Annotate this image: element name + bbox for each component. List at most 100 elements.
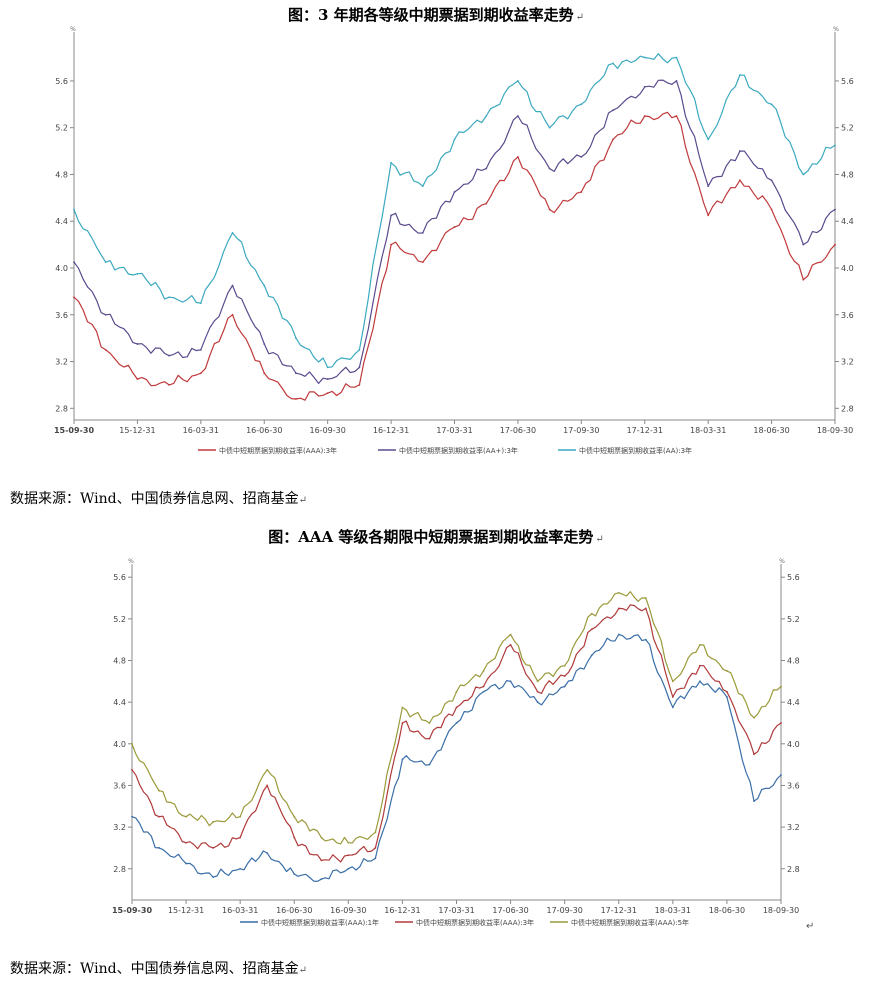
x-tick-label: 15-12-31 xyxy=(119,426,155,435)
data-point xyxy=(168,296,171,299)
data-point xyxy=(707,138,710,141)
data-point xyxy=(158,847,160,849)
data-point xyxy=(347,854,350,857)
data-point xyxy=(580,103,583,106)
data-point xyxy=(753,753,755,756)
data-point xyxy=(834,243,836,246)
data-point xyxy=(617,607,620,610)
data-point xyxy=(239,867,242,870)
series-line xyxy=(73,79,836,384)
y-tick-label-left: 4.0 xyxy=(55,264,68,273)
x-tick-label: 17-03-31 xyxy=(436,426,472,435)
x-tick-label: 18-03-31 xyxy=(690,426,726,435)
data-point xyxy=(753,800,755,802)
y-tick-label-left: 4.0 xyxy=(113,740,126,749)
data-point xyxy=(185,862,187,865)
y-tick-label-left: 5.2 xyxy=(55,124,68,133)
data-point xyxy=(780,722,782,724)
data-point xyxy=(266,768,269,771)
data-point xyxy=(421,185,424,188)
paragraph-mark: ↵ xyxy=(806,921,815,932)
data-point xyxy=(347,867,350,870)
x-tick-label: 18-09-30 xyxy=(817,426,853,435)
series-line xyxy=(131,604,782,863)
data-point xyxy=(104,348,107,351)
legend-entry: 中债中短期票据到期收益率(AA+):3年 xyxy=(399,446,518,455)
y-tick-label-right: 5.2 xyxy=(841,124,854,133)
x-tick-label: 18-09-30 xyxy=(763,906,799,915)
y-tick-label-right: 2.8 xyxy=(787,865,800,874)
y-tick-label-left: 4.4 xyxy=(113,698,126,707)
data-point xyxy=(347,841,350,844)
data-point xyxy=(548,167,551,170)
y-tick-label-left: 5.6 xyxy=(55,77,68,86)
data-point xyxy=(158,815,160,818)
data-point xyxy=(509,680,512,683)
data-point xyxy=(131,742,133,745)
x-tick-label: 16-03-31 xyxy=(222,906,258,915)
y-tick-label-right: 3.2 xyxy=(841,358,854,367)
y-unit-label-left: % xyxy=(128,558,134,565)
data-point xyxy=(563,675,566,678)
data-point xyxy=(548,126,551,129)
data-point xyxy=(707,185,710,188)
data-point xyxy=(802,278,805,281)
data-point xyxy=(320,878,323,881)
y-tick-label-left: 3.2 xyxy=(113,823,126,832)
x-tick-label: 15-09-30 xyxy=(54,426,94,435)
data-point xyxy=(707,214,710,217)
data-point xyxy=(231,313,234,316)
data-point xyxy=(780,774,782,776)
chart-yield-3y-by-rating: % % 2.8 2.8 3.2 3.2 3.6 3.6 4.0 4.0 4.4 4.4 4.8 4.8 5.… xyxy=(54,26,854,455)
y-unit-label-right: % xyxy=(833,26,839,33)
data-point xyxy=(453,138,456,141)
data-point xyxy=(563,685,566,688)
x-tick-label: 15-09-30 xyxy=(112,906,152,915)
data-point xyxy=(726,696,728,698)
data-point xyxy=(671,680,674,683)
x-tick-label: 16-09-30 xyxy=(310,426,346,435)
data-source-note: 数据来源：Wind、中国债券信息网、招商基金↵ xyxy=(10,961,307,977)
data-point xyxy=(104,313,107,316)
data-point xyxy=(212,847,215,849)
data-point xyxy=(675,80,678,82)
legend-entry: 中债中短期票据到期收益率(AA):3年 xyxy=(579,446,692,455)
data-point xyxy=(612,138,614,141)
data-point xyxy=(698,643,701,646)
data-point xyxy=(136,343,139,345)
data-point xyxy=(482,670,485,672)
legend-entry: 中债中短期票据到期收益率(AAA):1年 xyxy=(261,918,379,927)
data-point xyxy=(612,109,614,112)
data-point xyxy=(199,302,202,304)
data-point xyxy=(485,167,488,170)
y-tick-label-right: 4.0 xyxy=(787,740,800,749)
data-point xyxy=(136,378,139,380)
data-point xyxy=(698,664,701,667)
data-point xyxy=(517,80,519,82)
data-point xyxy=(295,337,297,340)
data-point xyxy=(293,836,296,839)
data-point xyxy=(485,115,488,117)
data-point xyxy=(536,680,539,683)
y-tick-label-right: 3.6 xyxy=(787,781,800,790)
data-point xyxy=(320,836,323,839)
data-point xyxy=(231,232,234,234)
data-point xyxy=(131,768,133,771)
data-point xyxy=(770,208,773,211)
data-point xyxy=(780,685,782,688)
data-point xyxy=(73,261,75,264)
data-point xyxy=(168,354,171,357)
data-point xyxy=(536,701,539,704)
data-point xyxy=(509,633,512,636)
data-point xyxy=(770,103,773,106)
data-point xyxy=(231,284,234,287)
data-point xyxy=(390,214,392,217)
y-tick-label-right: 4.0 xyxy=(841,264,854,273)
data-point xyxy=(580,156,583,158)
data-point xyxy=(563,664,566,667)
data-point xyxy=(834,208,836,211)
data-point xyxy=(675,115,678,117)
data-point xyxy=(390,161,392,164)
data-point xyxy=(644,638,647,641)
data-point xyxy=(212,876,215,878)
